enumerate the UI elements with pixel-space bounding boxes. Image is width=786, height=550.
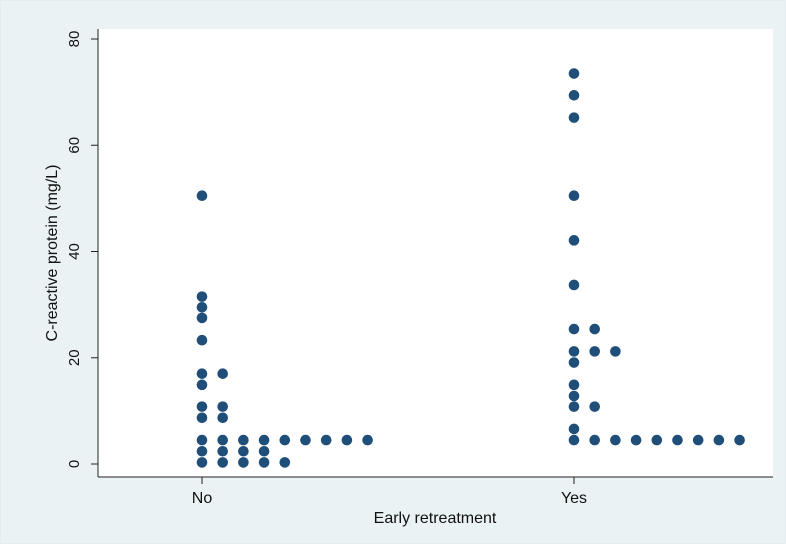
y-tick-label: 60 — [66, 137, 83, 154]
data-point — [568, 90, 580, 101]
data-point — [568, 190, 580, 202]
data-point — [568, 112, 580, 123]
data-point — [217, 401, 228, 412]
data-point — [217, 434, 228, 446]
data-point — [672, 434, 683, 446]
data-point — [217, 457, 228, 468]
data-point — [341, 434, 353, 446]
data-point — [300, 434, 311, 446]
data-point — [568, 423, 580, 435]
data-point — [258, 457, 270, 468]
data-point — [238, 434, 249, 446]
y-tick-label: 0 — [66, 460, 83, 468]
data-point — [196, 368, 208, 379]
data-point — [589, 401, 600, 412]
data-point — [196, 379, 208, 391]
data-point — [196, 457, 208, 468]
data-point — [713, 434, 725, 446]
data-point — [568, 357, 580, 368]
data-point — [568, 434, 580, 446]
y-ticks: 0 20 40 60 80 — [66, 31, 98, 468]
data-point — [630, 434, 642, 446]
data-point — [196, 445, 208, 457]
data-point — [217, 412, 228, 424]
data-point — [692, 434, 704, 446]
data-point — [568, 68, 580, 79]
data-point — [568, 379, 580, 391]
data-point — [362, 434, 373, 446]
data-point — [279, 434, 291, 446]
data-point — [568, 346, 580, 357]
data-point — [258, 445, 270, 457]
y-axis-label: C-reactive protein (mg/L) — [44, 165, 61, 342]
x-axis-label: Early retreatment — [374, 510, 497, 527]
data-point — [610, 434, 621, 446]
data-point — [734, 434, 745, 446]
data-point — [610, 346, 621, 357]
data-point — [238, 445, 249, 457]
data-point — [196, 412, 208, 424]
data-point — [217, 368, 228, 379]
data-point — [217, 445, 228, 457]
data-point — [196, 291, 208, 302]
data-point — [196, 190, 208, 202]
data-point — [589, 346, 600, 357]
data-point — [568, 401, 580, 412]
x-tick-label: No — [192, 490, 213, 507]
data-point — [589, 434, 600, 446]
data-point — [568, 279, 580, 291]
data-point — [568, 390, 580, 402]
data-point — [589, 323, 600, 335]
data-point — [279, 457, 291, 468]
data-point — [196, 401, 208, 412]
x-tick-label: Yes — [561, 490, 587, 507]
plot-area — [98, 29, 773, 477]
data-point — [196, 301, 208, 313]
data-point — [651, 434, 663, 446]
data-points — [196, 68, 745, 468]
y-tick-label: 40 — [66, 243, 83, 260]
data-point — [320, 434, 332, 446]
y-tick-label: 20 — [66, 349, 83, 366]
data-point — [238, 457, 249, 468]
data-point — [196, 434, 208, 446]
x-ticks: No Yes — [192, 477, 587, 507]
data-point — [568, 235, 580, 246]
data-point — [258, 434, 270, 446]
data-point — [196, 312, 208, 324]
y-tick-label: 80 — [66, 31, 83, 48]
data-point — [568, 323, 580, 335]
data-point — [196, 334, 208, 346]
